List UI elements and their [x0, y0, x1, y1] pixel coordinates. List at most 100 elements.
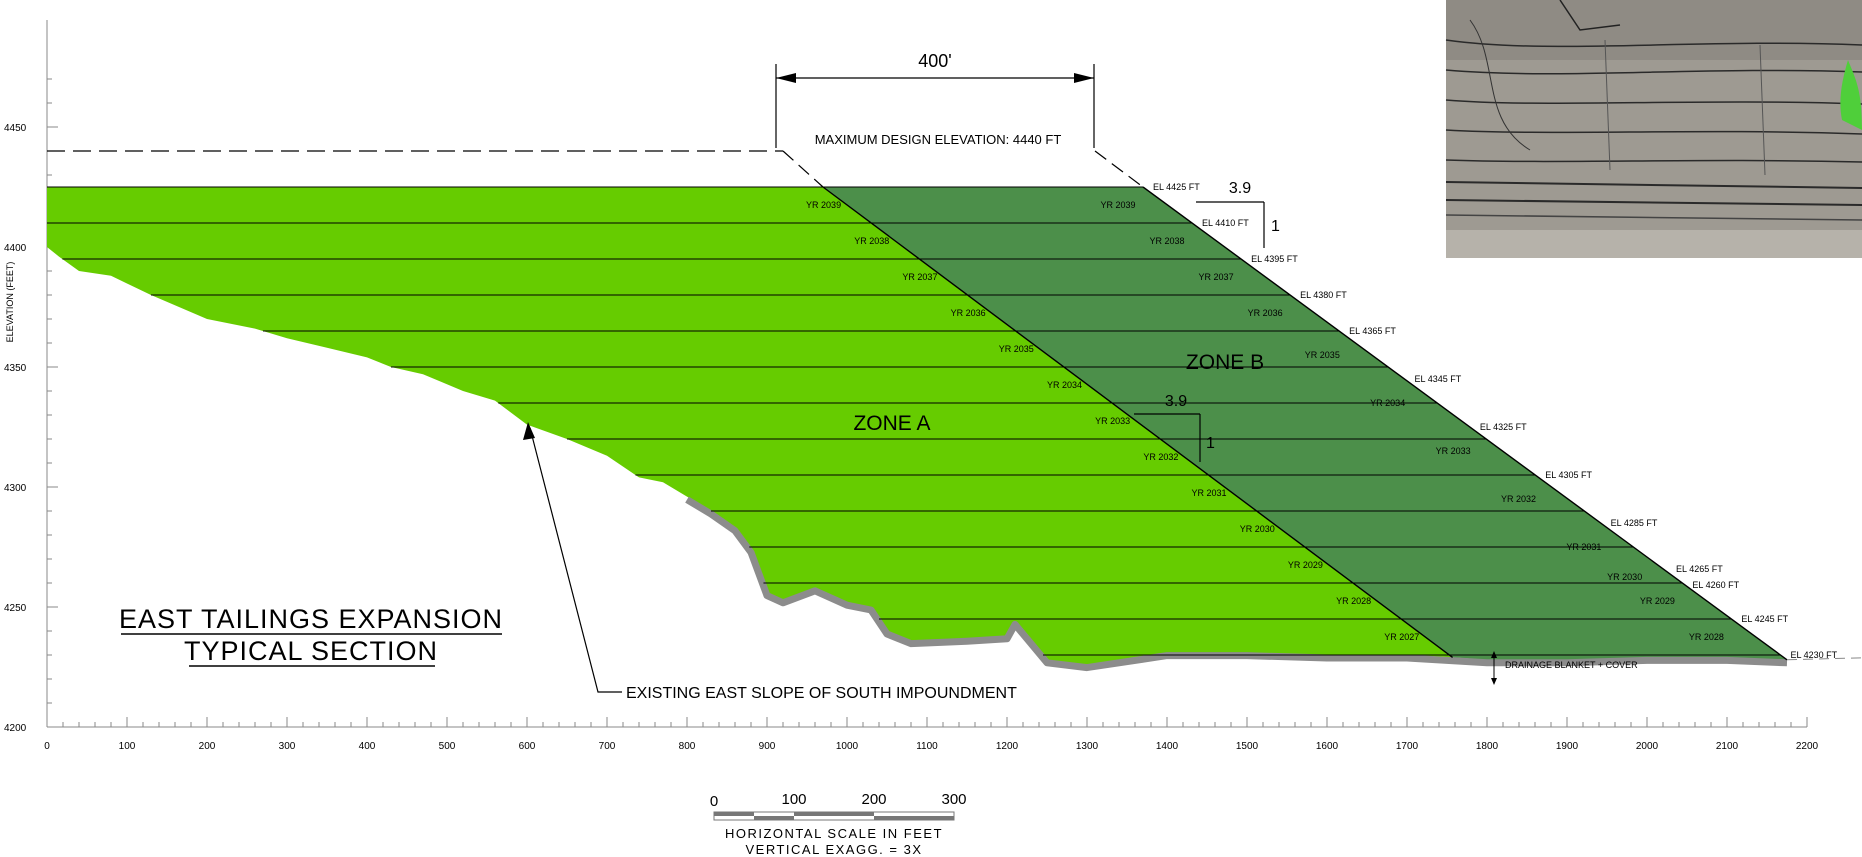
- title-line-2: TYPICAL SECTION: [184, 636, 438, 666]
- zone-b-year-label: YR 2033: [1436, 446, 1471, 456]
- dimension-400: 400': [775, 51, 1095, 148]
- slope-ratio-lower: 3.9 1: [1134, 393, 1215, 462]
- x-tick-label: 2200: [1796, 741, 1819, 752]
- zone-a-year-label: YR 2035: [999, 344, 1034, 354]
- dimension-label: 400': [918, 51, 951, 71]
- zone-b-year-labels: YR 2039 YR 2038 YR 2037 YR 2036 YR 2035 YR 20…: [1100, 200, 1723, 642]
- elevation-label: EL 4395 FT: [1251, 254, 1298, 264]
- x-tick-label: 1800: [1476, 741, 1499, 752]
- zone-divider-line: [822, 186, 1454, 658]
- x-tick-label: 0: [44, 741, 50, 752]
- scale-tick-0: 0: [710, 793, 718, 810]
- zone-a-year-label: YR 2028: [1336, 596, 1371, 606]
- axes: 4200 4250 4300 4350 4400 4450 0 100 200 300 400 500…: [4, 20, 1819, 752]
- y-tick-label: 4450: [4, 123, 27, 134]
- x-tick-label: 1700: [1396, 741, 1419, 752]
- x-tick-label: 1600: [1316, 741, 1339, 752]
- x-tick-label: 300: [279, 741, 296, 752]
- x-tick-label: 1500: [1236, 741, 1259, 752]
- x-tick-label: 900: [759, 741, 776, 752]
- zone-b-year-label: YR 2034: [1370, 398, 1405, 408]
- zone-b-year-label: YR 2029: [1640, 596, 1675, 606]
- zone-a-year-label: YR 2032: [1143, 452, 1178, 462]
- x-tick-label: 1900: [1556, 741, 1579, 752]
- x-tick-label: 400: [359, 741, 376, 752]
- zone-a-year-label: YR 2038: [854, 236, 889, 246]
- scale-tick-200: 200: [861, 791, 886, 808]
- x-tick-label: 700: [599, 741, 616, 752]
- x-tick-label: 600: [519, 741, 536, 752]
- max-design-label: MAXIMUM DESIGN ELEVATION: 4440 FT: [815, 132, 1062, 147]
- elevation-label: EL 4345 FT: [1415, 374, 1462, 384]
- zone-b-fill: [823, 187, 1787, 660]
- zone-a-year-label: YR 2030: [1240, 524, 1275, 534]
- slope-rise-label: 1: [1206, 435, 1215, 452]
- top-slope-dash: [782, 150, 824, 188]
- elevation-label: EL 4325 FT: [1480, 422, 1527, 432]
- drainage-label: DRAINAGE BLANKET + COVER: [1505, 660, 1638, 670]
- slope-run-label: 3.9: [1165, 393, 1187, 410]
- zone-b-year-label: YR 2030: [1607, 572, 1642, 582]
- elevation-label: EL 4410 FT: [1202, 218, 1249, 228]
- x-tick-label: 500: [439, 741, 456, 752]
- slope-ratio-upper: 3.9 1: [1196, 180, 1280, 248]
- aerial-photo-inset: [1445, 0, 1862, 258]
- title-line-1: EAST TAILINGS EXPANSION: [119, 604, 503, 634]
- elevation-label: EL 4265 FT: [1676, 564, 1723, 574]
- x-tick-label: 1300: [1076, 741, 1099, 752]
- scale-tick-300: 300: [941, 791, 966, 808]
- elevation-label: EL 4285 FT: [1611, 518, 1658, 528]
- zone-a-fill: [47, 187, 1453, 665]
- y-tick-label: 4350: [4, 363, 27, 374]
- y-tick-label: 4200: [4, 723, 27, 734]
- zone-b-year-label: YR 2031: [1566, 542, 1601, 552]
- elevation-label: EL 4305 FT: [1545, 470, 1592, 480]
- zone-b-label: ZONE B: [1186, 351, 1264, 374]
- elevation-label: EL 4230 FT: [1790, 650, 1837, 660]
- drawing-title: EAST TAILINGS EXPANSION TYPICAL SECTION: [119, 604, 503, 667]
- scale-caption-1: HORIZONTAL SCALE IN FEET: [725, 826, 943, 841]
- scale-caption-2: VERTICAL EXAGG. = 3X: [745, 842, 922, 857]
- outer-slope-line: [1142, 186, 1788, 661]
- elevation-label: EL 4380 FT: [1300, 290, 1347, 300]
- lift-lines: [47, 186, 1781, 656]
- toe-extension-dash: [1786, 657, 1862, 661]
- elevation-labels: EL 4425 FT EL 4410 FT EL 4395 FT EL 4380 FT…: [1153, 182, 1838, 660]
- y-tick-label: 4300: [4, 483, 27, 494]
- y-tick-label: 4250: [4, 603, 27, 614]
- zone-a-year-label: YR 2027: [1384, 632, 1419, 642]
- zone-a-year-label: YR 2033: [1095, 416, 1130, 426]
- scale-tick-100: 100: [781, 791, 806, 808]
- zone-b-year-label: YR 2032: [1501, 494, 1536, 504]
- x-tick-label: 2000: [1636, 741, 1659, 752]
- zone-a-year-label: YR 2034: [1047, 380, 1082, 390]
- zone-b-year-label: YR 2039: [1100, 200, 1135, 210]
- zone-a-year-label: YR 2036: [951, 308, 986, 318]
- y-axis-label: ELEVATION (FEET): [5, 262, 15, 343]
- existing-slope-callout: EXISTING EAST SLOPE OF SOUTH IMPOUNDMENT: [523, 422, 1017, 702]
- x-tick-label: 1100: [916, 741, 938, 752]
- drainage-callout: DRAINAGE BLANKET + COVER: [1491, 651, 1638, 685]
- x-tick-label: 200: [199, 741, 216, 752]
- zone-a-year-label: YR 2037: [902, 272, 937, 282]
- x-tick-label: 1200: [996, 741, 1019, 752]
- existing-slope-label: EXISTING EAST SLOPE OF SOUTH IMPOUNDMENT: [626, 685, 1017, 702]
- elevation-label: EL 4245 FT: [1741, 614, 1788, 624]
- x-tick-label: 2100: [1716, 741, 1739, 752]
- scale-bar: 0 100 200 300 HORIZONTAL SCALE IN FEET V…: [710, 791, 967, 857]
- zone-b-year-label: YR 2037: [1199, 272, 1234, 282]
- y-tick-label: 4400: [4, 243, 27, 254]
- zone-b-year-label: YR 2028: [1689, 632, 1724, 642]
- zone-a-year-label: YR 2039: [806, 200, 841, 210]
- zone-a-label: ZONE A: [853, 412, 930, 435]
- x-tick-label: 800: [679, 741, 696, 752]
- slope-rise-label: 1: [1271, 218, 1280, 235]
- zone-b-year-label: YR 2036: [1248, 308, 1283, 318]
- zone-a-year-labels: YR 2039 YR 2038 YR 2037 YR 2036 YR 2035 YR 20…: [806, 200, 1419, 642]
- x-tick-label: 1000: [836, 741, 859, 752]
- outer-top-dash: [1094, 150, 1144, 188]
- existing-ground-liner: [685, 496, 1788, 672]
- x-tick-label: 100: [119, 741, 136, 752]
- zone-a-year-label: YR 2029: [1288, 560, 1323, 570]
